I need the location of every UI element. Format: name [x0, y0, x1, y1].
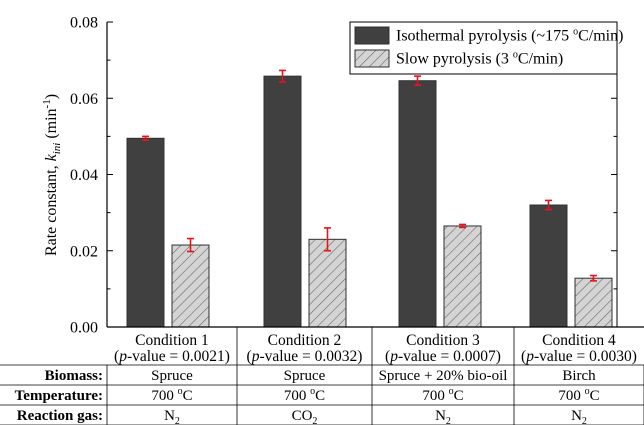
legend-label-isothermal: Isothermal pyrolysis (~175 oC/min) [396, 27, 623, 45]
bar-slow-4 [574, 277, 613, 328]
table-row-header: Temperature: [15, 388, 103, 404]
table-cell: 700 oC [422, 386, 463, 404]
bar-isothermal-4 [529, 204, 568, 328]
table-cell: CO2 [292, 408, 318, 425]
bar-isothermal-2 [263, 75, 302, 328]
category-pvalue-2: (p-value = 0.0032) [247, 348, 363, 365]
category-pvalue-1: (p-value = 0.0021) [114, 348, 230, 365]
legend-label-slow: Slow pyrolysis (3 oC/min) [396, 50, 563, 68]
category-pvalue-3: (p-value = 0.0007) [385, 348, 501, 365]
table-cell: N2 [164, 408, 180, 425]
category-label-2: Condition 2 [268, 332, 342, 349]
table-cell: 700 oC [558, 386, 599, 404]
y-tick-label: 0.06 [70, 91, 98, 108]
y-tick-label: 0.00 [70, 320, 98, 337]
category-pvalue-4: (p-value = 0.0030) [521, 348, 637, 365]
bar-isothermal-1 [126, 137, 165, 328]
y-tick-label: 0.04 [70, 167, 98, 184]
y-tick-label: 0.08 [70, 15, 98, 32]
table-cell: Spruce [151, 368, 193, 384]
bar-slow-2 [308, 238, 347, 328]
category-label-1: Condition 1 [135, 332, 209, 349]
bar-slow-1 [171, 244, 210, 328]
legend-swatch-isothermal [354, 26, 390, 45]
category-label-4: Condition 4 [542, 332, 616, 349]
table-row-header: Reaction gas: [17, 408, 103, 424]
table-cell: N2 [571, 408, 587, 425]
table-cell: N2 [435, 408, 451, 425]
table-cell: Spruce + 20% bio-oil [379, 368, 508, 384]
bar-slow-3 [443, 225, 482, 328]
table-cell: Spruce [284, 368, 326, 384]
table-row-header: Biomass: [45, 368, 103, 384]
table-cell: 700 oC [284, 386, 325, 404]
legend-box [349, 21, 618, 75]
category-label-3: Condition 3 [406, 332, 480, 349]
legend-swatch-slow [354, 49, 390, 68]
y-axis-title: Rate constant, kini (min-1) [41, 94, 63, 256]
table-cell: Birch [562, 368, 596, 384]
bar-isothermal-3 [398, 80, 437, 328]
table-cell: 700 oC [151, 386, 192, 404]
y-tick-label: 0.02 [70, 243, 98, 260]
